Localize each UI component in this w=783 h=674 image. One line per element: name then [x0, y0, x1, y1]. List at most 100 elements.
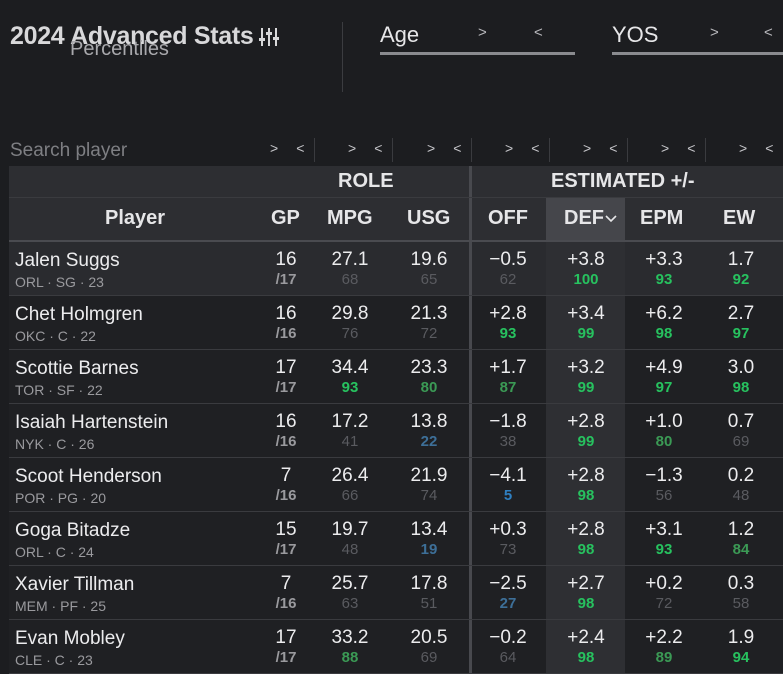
- col-ew[interactable]: EW: [723, 207, 756, 229]
- column-sort-arrows[interactable]: > <: [583, 140, 617, 156]
- ew-percentile: 92: [732, 271, 750, 288]
- player-meta: POR · PG · 20: [15, 490, 107, 506]
- sort-next-arrow[interactable]: >: [270, 140, 279, 156]
- sort-prev-arrow[interactable]: <: [765, 140, 774, 156]
- table-row[interactable]: Scoot Henderson POR · PG · 20 7/16 26.4 66 21…: [9, 458, 783, 512]
- epm-value: +3.1: [645, 519, 683, 540]
- table-row[interactable]: Goga Bitadze ORL · C · 24 15/17 19.7 48 13.4 1…: [9, 512, 783, 566]
- sort-next-arrow[interactable]: >: [427, 140, 436, 156]
- player-meta: CLE · C · 23: [15, 652, 93, 668]
- player-meta: TOR · SF · 22: [15, 382, 103, 398]
- gp-of: /16: [275, 595, 297, 612]
- def-column-highlight: [546, 198, 625, 240]
- col-off[interactable]: OFF: [488, 207, 528, 229]
- sliders-icon[interactable]: [258, 26, 280, 48]
- ew-value: 3.0: [727, 357, 755, 378]
- sort-prev-arrow[interactable]: <: [609, 140, 618, 156]
- age-prev-arrow[interactable]: <: [534, 24, 543, 41]
- column-sort-arrows[interactable]: > <: [661, 140, 695, 156]
- mpg-percentile: 41: [341, 433, 359, 450]
- sort-prev-arrow[interactable]: <: [687, 140, 696, 156]
- row-separator: [469, 242, 472, 295]
- player-name[interactable]: Goga Bitadze: [15, 520, 131, 541]
- off-percentile: 38: [499, 433, 517, 450]
- column-sort-arrows[interactable]: > <: [270, 140, 304, 156]
- player-name[interactable]: Scottie Barnes: [15, 358, 139, 379]
- yos-next-arrow[interactable]: >: [710, 24, 719, 41]
- def-percentile: 99: [577, 325, 595, 342]
- player-name[interactable]: Scoot Henderson: [15, 466, 162, 487]
- age-next-arrow[interactable]: >: [478, 24, 487, 41]
- sort-prev-arrow[interactable]: <: [296, 140, 305, 156]
- col-gp[interactable]: GP: [271, 207, 300, 229]
- age-filter[interactable]: Age > <: [380, 22, 575, 55]
- search-input[interactable]: [8, 136, 252, 166]
- column-header-row: Player GP MPG USG OFF DEF EPM EW: [9, 197, 783, 242]
- player-name[interactable]: Jalen Suggs: [15, 250, 120, 271]
- def-cell-bg: [546, 296, 625, 349]
- player-name[interactable]: Chet Holmgren: [15, 304, 143, 325]
- epm-value: +3.3: [645, 249, 683, 270]
- gp-value: 16: [275, 249, 297, 270]
- column-sort-arrows[interactable]: > <: [427, 140, 461, 156]
- table-row[interactable]: Xavier Tillman MEM · PF · 25 7/16 25.7 63 17.…: [9, 566, 783, 620]
- player-meta: ORL · SG · 23: [15, 274, 104, 290]
- table-row[interactable]: Jalen Suggs ORL · SG · 23 16/17 27.1 68 19.6 6…: [9, 242, 783, 296]
- usg-value: 17.8: [410, 573, 448, 594]
- def-value: +3.4: [567, 303, 605, 324]
- epm-value: +4.9: [645, 357, 683, 378]
- player-meta: NYK · C · 26: [15, 436, 95, 452]
- sort-separator: [705, 138, 706, 162]
- sort-separator: [471, 138, 472, 162]
- def-percentile: 98: [577, 595, 595, 612]
- player-meta: OKC · C · 22: [15, 328, 96, 344]
- off-value: −0.5: [489, 249, 527, 270]
- mpg-value: 26.4: [331, 465, 369, 486]
- ew-value: 2.7: [727, 303, 755, 324]
- player-name[interactable]: Xavier Tillman: [15, 574, 135, 595]
- def-cell-bg: [546, 566, 625, 619]
- def-value: +2.8: [567, 519, 605, 540]
- ew-percentile: 97: [732, 325, 750, 342]
- col-player[interactable]: Player: [105, 207, 166, 229]
- off-percentile: 64: [499, 649, 517, 666]
- sort-prev-arrow[interactable]: <: [453, 140, 462, 156]
- sort-next-arrow[interactable]: >: [661, 140, 670, 156]
- ew-value: 1.2: [727, 519, 755, 540]
- usg-percentile: 19: [420, 541, 438, 558]
- col-usg[interactable]: USG: [407, 207, 451, 229]
- def-cell-bg: [546, 512, 625, 565]
- yos-prev-arrow[interactable]: <: [764, 24, 773, 41]
- epm-percentile: 98: [655, 325, 673, 342]
- sort-next-arrow[interactable]: >: [348, 140, 357, 156]
- sort-prev-arrow[interactable]: <: [531, 140, 540, 156]
- column-sort-arrows[interactable]: > <: [739, 140, 773, 156]
- table-row[interactable]: Evan Mobley CLE · C · 23 17/17 33.2 88 20.5 69…: [9, 620, 783, 674]
- sort-next-arrow[interactable]: >: [505, 140, 514, 156]
- mpg-percentile: 76: [341, 325, 359, 342]
- table-row[interactable]: Scottie Barnes TOR · SF · 22 17/17 34.4 93 23…: [9, 350, 783, 404]
- sort-next-arrow[interactable]: >: [583, 140, 592, 156]
- row-separator: [469, 404, 472, 457]
- col-epm[interactable]: EPM: [640, 207, 684, 229]
- row-separator: [469, 350, 472, 403]
- sort-next-arrow[interactable]: >: [739, 140, 748, 156]
- player-name[interactable]: Evan Mobley: [15, 628, 125, 649]
- off-value: +2.8: [489, 303, 527, 324]
- table-row[interactable]: Chet Holmgren OKC · C · 22 16/16 29.8 76 21.3…: [9, 296, 783, 350]
- col-def[interactable]: DEF: [564, 207, 617, 230]
- yos-filter[interactable]: YOS > <: [612, 22, 783, 55]
- age-filter-label: Age: [380, 22, 420, 47]
- column-sort-arrows[interactable]: > <: [348, 140, 382, 156]
- epm-percentile: 93: [655, 541, 673, 558]
- sort-prev-arrow[interactable]: <: [374, 140, 383, 156]
- column-sort-arrows[interactable]: > <: [505, 140, 539, 156]
- table-row[interactable]: Isaiah Hartenstein NYK · C · 26 16/16 17.2 4…: [9, 404, 783, 458]
- ew-percentile: 94: [732, 649, 750, 666]
- def-cell-bg: [546, 404, 625, 457]
- player-name[interactable]: Isaiah Hartenstein: [15, 412, 169, 433]
- mpg-value: 29.8: [331, 303, 369, 324]
- col-mpg[interactable]: MPG: [327, 207, 373, 229]
- header-separator: [469, 198, 472, 240]
- gp-of: /16: [275, 325, 297, 342]
